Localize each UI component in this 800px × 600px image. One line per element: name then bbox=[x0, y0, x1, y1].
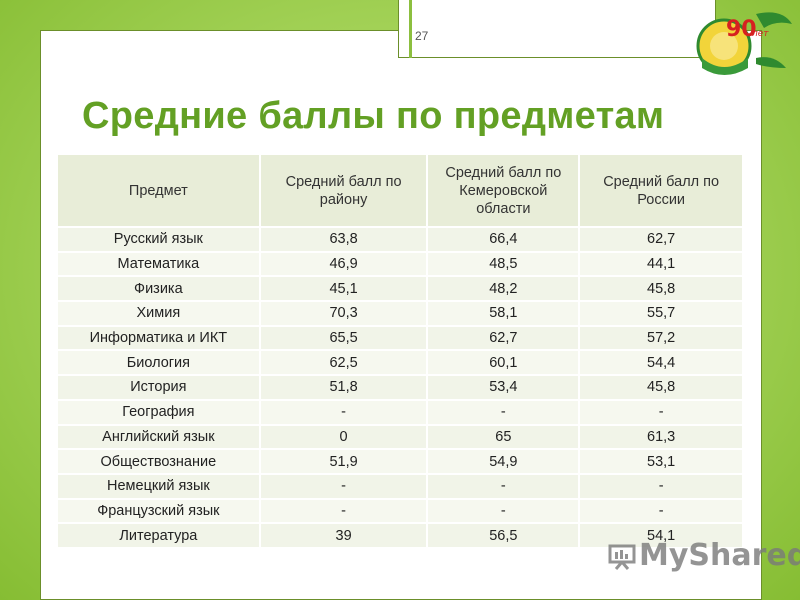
subject-cell: Информатика и ИКТ bbox=[58, 325, 261, 352]
table-row: Литература 39 56,5 54,1 bbox=[58, 523, 744, 549]
district-score: 65,5 bbox=[259, 325, 429, 352]
district-score: 51,9 bbox=[259, 449, 429, 475]
header-district: Средний балл по району bbox=[259, 155, 429, 228]
header-russia: Средний балл по России bbox=[579, 155, 744, 228]
subject-cell: Русский язык bbox=[58, 227, 261, 253]
table-row: Биология 62,5 60,1 54,4 bbox=[58, 350, 744, 377]
region-score: 58,1 bbox=[427, 301, 581, 327]
subject-cell: Литература bbox=[58, 523, 261, 549]
slide-number-tab bbox=[398, 0, 716, 58]
table-row: История 51,8 53,4 45,8 bbox=[58, 375, 744, 401]
header-subject: Предмет bbox=[58, 155, 261, 228]
table-row: Немецкий язык - - - bbox=[58, 473, 744, 500]
subject-cell: История bbox=[58, 375, 261, 401]
subject-cell: Немецкий язык bbox=[58, 473, 261, 500]
subject-cell: География bbox=[58, 399, 261, 426]
region-score: 53,4 bbox=[427, 375, 581, 401]
region-score: 48,5 bbox=[427, 251, 581, 278]
district-score: 62,5 bbox=[259, 350, 429, 377]
region-score: - bbox=[427, 473, 581, 500]
watermark-text: MyShared bbox=[639, 538, 800, 573]
russia-score: 53,1 bbox=[579, 449, 744, 475]
table-row: Химия 70,3 58,1 55,7 bbox=[58, 301, 744, 327]
district-score: 70,3 bbox=[259, 301, 429, 327]
table-row: Обществознание 51,9 54,9 53,1 bbox=[58, 449, 744, 475]
district-score: 0 bbox=[259, 424, 429, 451]
district-score: 46,9 bbox=[259, 251, 429, 278]
svg-text:90: 90 bbox=[726, 17, 757, 42]
svg-text:лет: лет bbox=[751, 29, 769, 39]
russia-score: 57,2 bbox=[579, 325, 744, 352]
header-region: Средний балл по Кемеровской области bbox=[427, 155, 581, 228]
table-row: Французский язык - - - bbox=[58, 498, 744, 525]
region-score: 48,2 bbox=[427, 276, 581, 303]
district-score: 63,8 bbox=[259, 227, 429, 253]
subject-cell: Физика bbox=[58, 276, 261, 303]
russia-score: - bbox=[579, 399, 744, 426]
district-score: - bbox=[259, 498, 429, 525]
scores-table: Предмет Средний балл по району Средний б… bbox=[58, 155, 744, 549]
table-row: География - - - bbox=[58, 399, 744, 426]
russia-score: 61,3 bbox=[579, 424, 744, 451]
district-score: 45,1 bbox=[259, 276, 429, 303]
district-score: - bbox=[259, 473, 429, 500]
russia-score: 54,4 bbox=[579, 350, 744, 377]
district-score: 51,8 bbox=[259, 375, 429, 401]
anniversary-logo: 90 лет bbox=[696, 12, 792, 75]
region-score: 60,1 bbox=[427, 350, 581, 377]
table-row: Информатика и ИКТ 65,5 62,7 57,2 bbox=[58, 325, 744, 352]
page-title: Средние баллы по предметам bbox=[82, 95, 665, 137]
subject-cell: Английский язык bbox=[58, 424, 261, 451]
table-row: Русский язык 63,8 66,4 62,7 bbox=[58, 227, 744, 253]
russia-score: 45,8 bbox=[579, 375, 744, 401]
subject-cell: Обществознание bbox=[58, 449, 261, 475]
district-score: - bbox=[259, 399, 429, 426]
slide-number: 27 bbox=[415, 29, 429, 43]
table-row: Английский язык 0 65 61,3 bbox=[58, 424, 744, 451]
russia-score: 44,1 bbox=[579, 251, 744, 278]
russia-score: 45,8 bbox=[579, 276, 744, 303]
russia-score: 55,7 bbox=[579, 301, 744, 327]
region-score: - bbox=[427, 399, 581, 426]
tab-accent-line bbox=[409, 0, 412, 58]
region-score: 62,7 bbox=[427, 325, 581, 352]
russia-score: - bbox=[579, 473, 744, 500]
russia-score: - bbox=[579, 498, 744, 525]
region-score: - bbox=[427, 498, 581, 525]
district-score: 39 bbox=[259, 523, 429, 549]
subject-cell: Химия bbox=[58, 301, 261, 327]
subject-cell: Французский язык bbox=[58, 498, 261, 525]
presentation-icon bbox=[608, 544, 636, 570]
subject-cell: Математика bbox=[58, 251, 261, 278]
russia-score: 62,7 bbox=[579, 227, 744, 253]
subject-cell: Биология bbox=[58, 350, 261, 377]
region-score: 66,4 bbox=[427, 227, 581, 253]
table-row: Математика 46,9 48,5 44,1 bbox=[58, 251, 744, 278]
region-score: 56,5 bbox=[427, 523, 581, 549]
region-score: 54,9 bbox=[427, 449, 581, 475]
table-row: Физика 45,1 48,2 45,8 bbox=[58, 276, 744, 303]
watermark: MyShared bbox=[608, 538, 800, 573]
russia-score: 54,1 bbox=[579, 523, 744, 549]
table-header-row: Предмет Средний балл по району Средний б… bbox=[58, 155, 744, 228]
region-score: 65 bbox=[427, 424, 581, 451]
